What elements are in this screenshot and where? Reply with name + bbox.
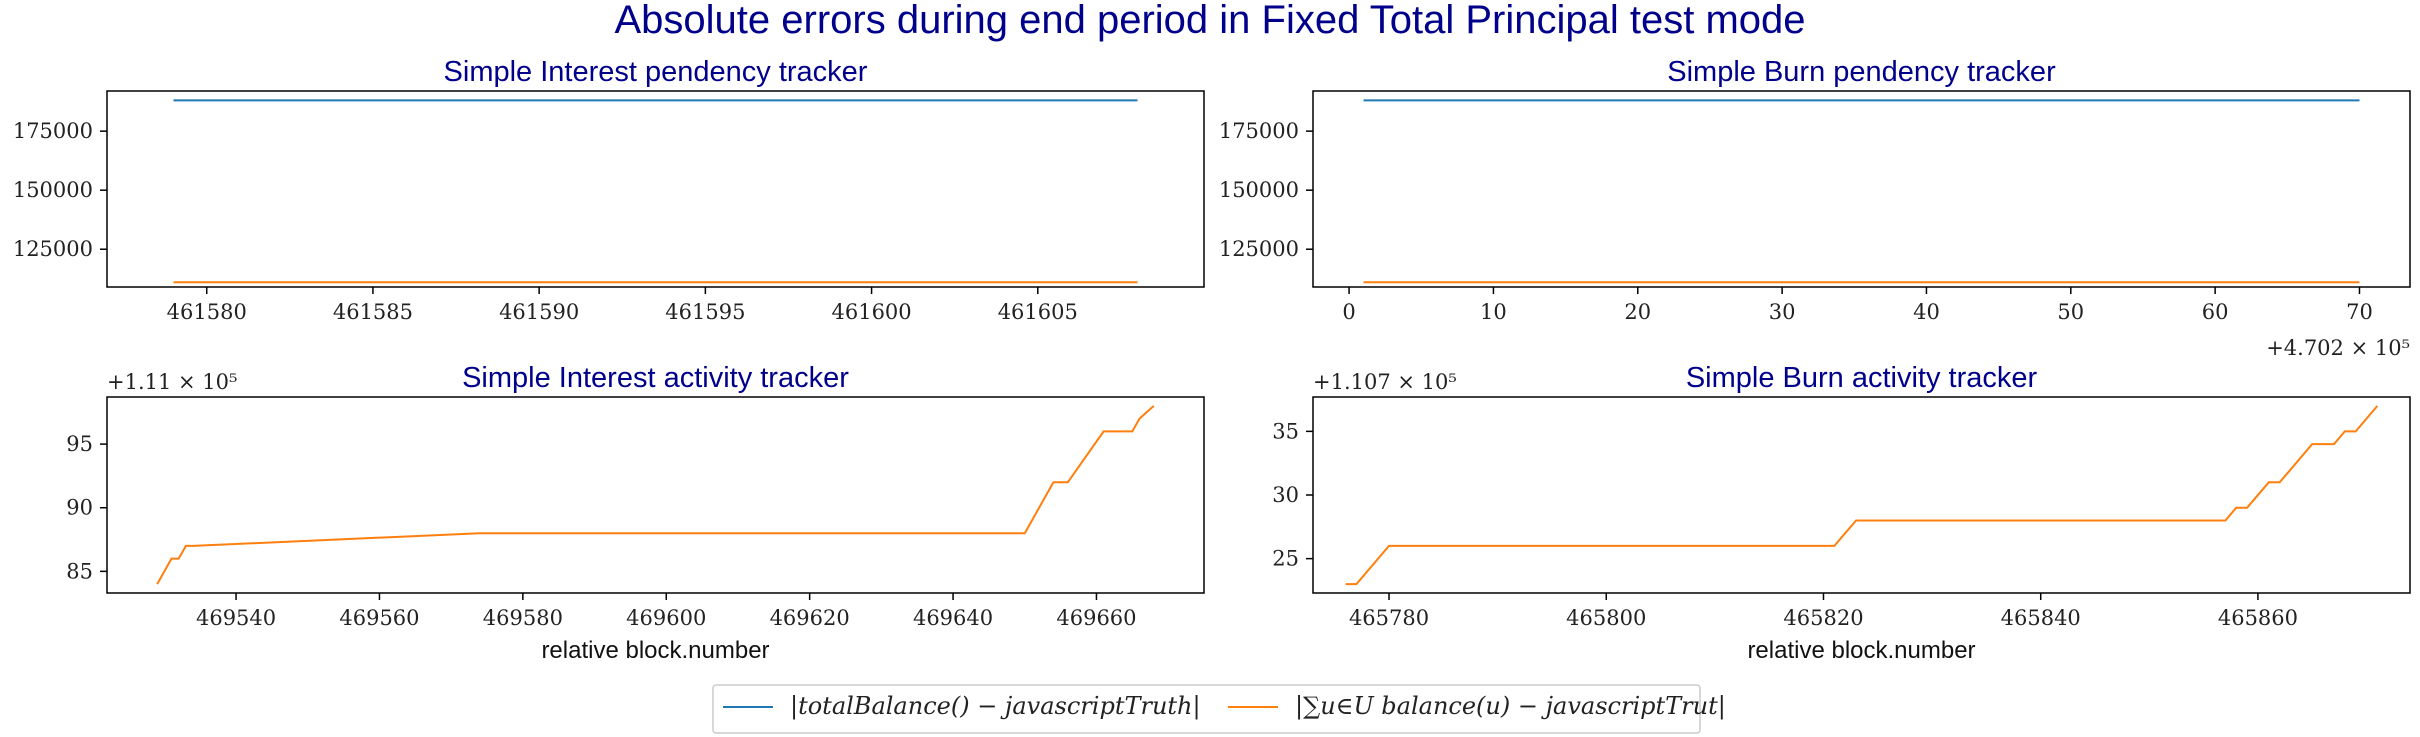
plot-simple-interest-pendency: Simple Interest pendency tracker 461580 4… [13,56,1205,324]
x-tick-label: 40 [1913,300,1940,324]
y-tick-label: 150000 [13,178,93,202]
y-tick-label: 125000 [13,237,93,261]
x-tick-label: 20 [1624,300,1651,324]
x-tick-label: 461595 [665,300,745,324]
x-tick-label: 469540 [196,606,276,630]
y-tick-label: 175000 [1219,119,1299,143]
x-tick-label: 469640 [913,606,993,630]
x-tick-label: 465800 [1566,606,1646,630]
plot-simple-interest-activity: Simple Interest activity tracker 469540 4… [66,362,1205,664]
x-tick-label: 461605 [998,300,1078,324]
y-tick-label: 175000 [13,119,93,143]
x-tick-label: 461590 [499,300,579,324]
y-tick-label: 25 [1272,547,1299,571]
x-tick-label: 469560 [339,606,419,630]
x-axis-label: relative block.number [1747,637,1975,664]
x-tick-label: 0 [1342,300,1355,324]
y-offset-label: +1.11 × 10⁵ [107,370,237,394]
plot-frame [1312,90,2411,288]
plot-title: Simple Burn activity tracker [1686,362,2038,394]
legend: |totalBalance() − javascriptTruth| |∑u∈U… [712,684,1726,734]
x-tick-label: 465840 [2001,606,2081,630]
y-tick-label: 30 [1272,483,1299,507]
x-tick-label: 461600 [831,300,911,324]
plot-title: Simple Interest activity tracker [462,362,849,394]
legend-label-sum-balance: |∑u∈U balance(u) − javascriptTrut| [1295,692,1726,721]
x-offset-label: +4.702 × 10⁵ [2266,336,2410,360]
series-line-0 [156,405,1155,585]
y-tick-label: 125000 [1219,237,1299,261]
x-tick-label: 50 [2057,300,2084,324]
plot-title: Simple Interest pendency tracker [444,56,868,88]
x-tick-label: 469600 [626,606,706,630]
y-offset-label: +1.107 × 10⁵ [1313,370,1457,394]
y-tick-label: 95 [66,432,93,456]
plot-simple-burn-activity: Simple Burn activity tracker 465780 46580… [1272,362,2411,664]
legend-label-total-balance: |totalBalance() − javascriptTruth| [790,692,1201,721]
x-tick-label: 469580 [483,606,563,630]
x-tick-label: 30 [1769,300,1796,324]
x-tick-label: 465820 [1783,606,1863,630]
x-tick-label: 469660 [1056,606,1136,630]
plot-simple-burn-pendency: Simple Burn pendency tracker 0 10 20 30 40 50… [1219,56,2411,360]
x-axis-label: relative block.number [541,637,769,664]
y-tick-label: 85 [66,559,93,583]
y-tick-label: 35 [1272,419,1299,443]
x-tick-label: 60 [2202,300,2229,324]
x-tick-label: 465780 [1349,606,1429,630]
x-tick-label: 461580 [167,300,247,324]
y-tick-label: 150000 [1219,178,1299,202]
legend-frame [712,684,1701,734]
plot-frame [106,396,1205,594]
y-tick-label: 90 [66,496,93,520]
plot-frame [1312,396,2411,594]
x-tick-label: 10 [1480,300,1507,324]
series-line-0 [1345,405,2379,586]
x-tick-label: 461585 [333,300,413,324]
plot-frame [106,90,1205,288]
x-tick-label: 469620 [770,606,850,630]
x-tick-label: 70 [2346,300,2373,324]
x-tick-label: 465860 [2218,606,2298,630]
figure-title: Absolute errors during end period in Fix… [614,0,1805,42]
plot-title: Simple Burn pendency tracker [1667,56,2056,88]
